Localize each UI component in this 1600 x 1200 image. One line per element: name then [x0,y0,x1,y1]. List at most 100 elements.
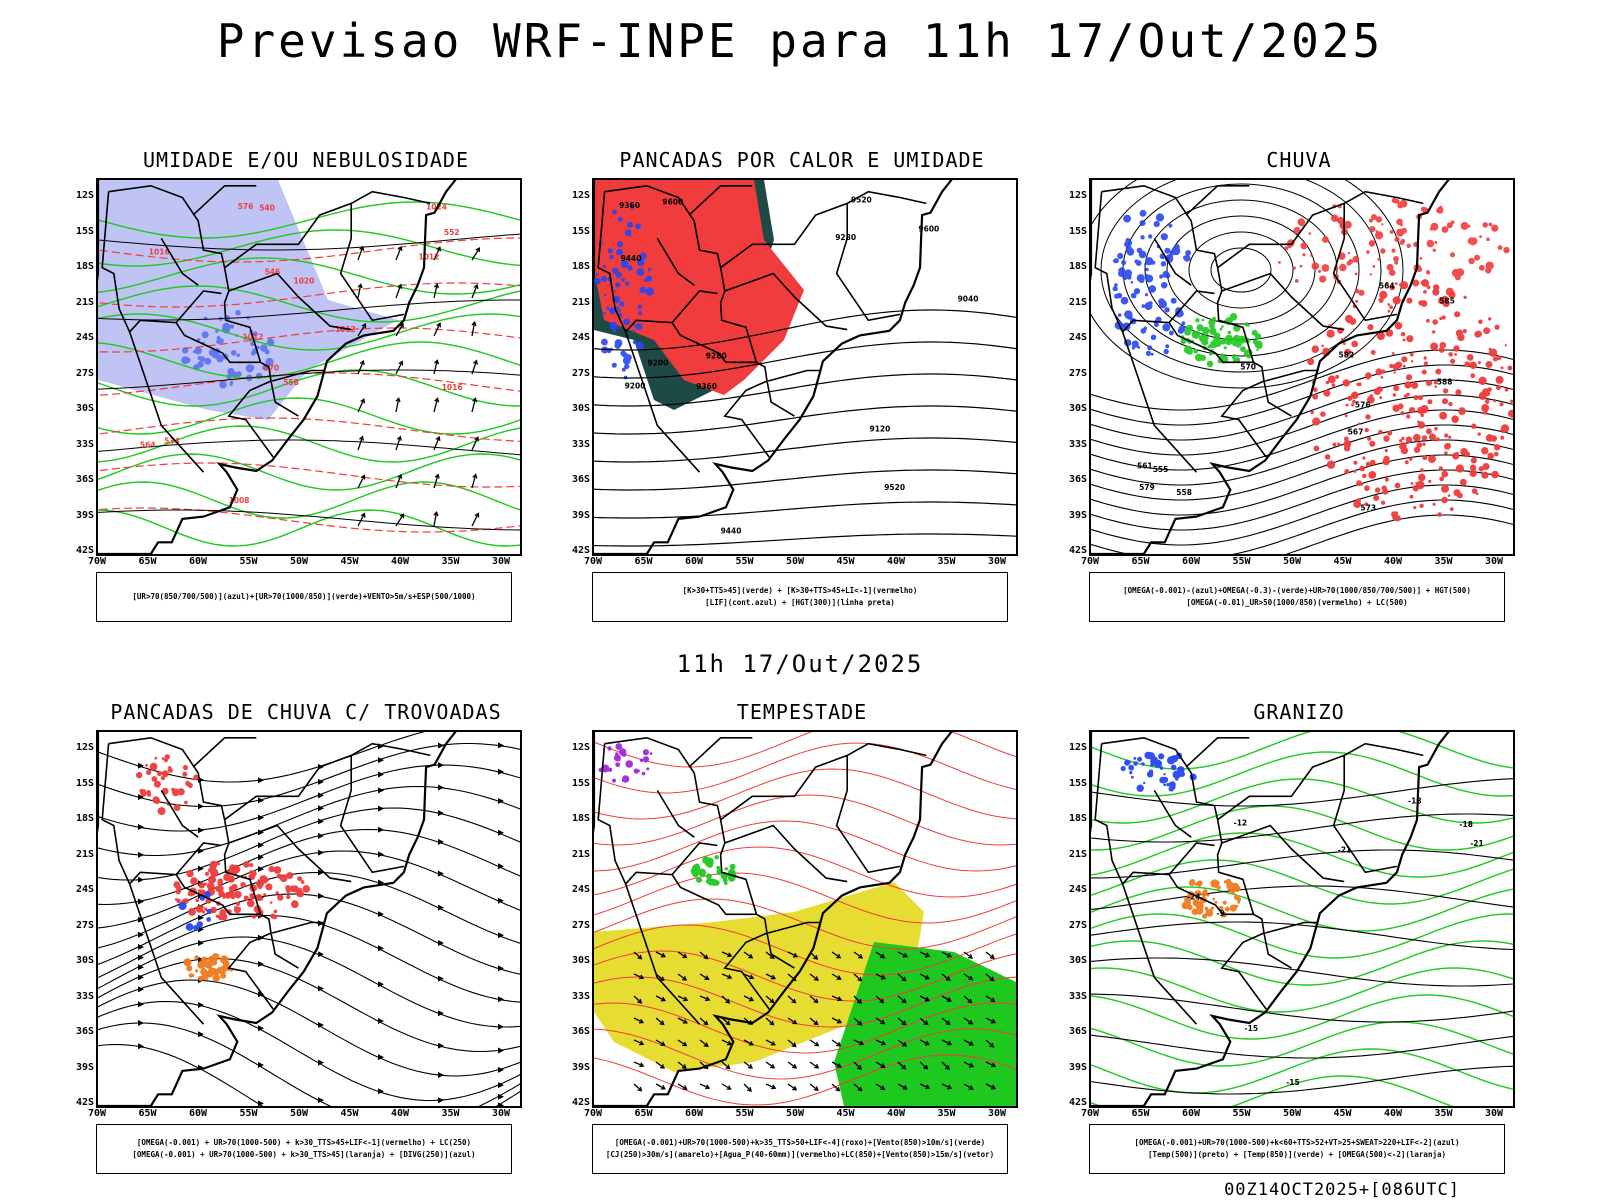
lat-tick-label: 24S [571,884,590,895]
hail-panel-legend: [OMEGA(-0.001)+UR>70(1000-500)+k<60+TTS>… [1089,1124,1505,1174]
legend-line: [LIF](cont.azul) + [HGT(300)](linha pret… [705,598,895,607]
political-borders [597,184,927,473]
lat-tick-label: 12S [75,742,94,753]
contour-labels: 588 585 582 579 576 573 570 567 564 561 558 555 [1137,282,1455,513]
lon-tick-label: 35W [441,556,460,567]
lat-tick-label: 36S [1068,1026,1087,1037]
contour-label: 1020 [294,277,315,286]
contour-label: 9040 [958,294,979,303]
lon-tick-label: 40W [1383,1108,1403,1119]
severe-green-patch [690,855,737,886]
lat-tick-label: 24S [1068,332,1087,343]
lat-tick-label: 33S [571,990,590,1002]
lon-tick-label: 70W [583,1108,603,1119]
contour-label: 9440 [621,254,642,263]
rain-panel-legend: [OMEGA(-0.001)-(azul)+OMEGA(-0.3)-(verde… [1089,572,1505,622]
contour-label: -18 [1408,796,1422,805]
contour-label: 534 [164,436,180,445]
lat-tick-label: 24S [75,332,94,343]
lon-tick-label: 55W [1232,556,1251,567]
lat-tick-label: 27S [571,367,590,379]
contour-label: 582 [1339,351,1355,360]
lifted-index-contours [594,205,654,380]
high-humidity-area [98,180,398,420]
lon-tick-label: 35W [1434,1108,1453,1119]
lat-tick-label: 18S [1068,813,1087,824]
lat-tick-label: 15S [571,777,590,789]
coastline [98,180,457,554]
lon-tick-label: 50W [785,1108,805,1119]
lat-tick-label: 18S [75,261,94,272]
lat-tick-label: 36S [75,474,94,485]
heat-showers-panel-title: PANCADAS POR CALOR E UMIDADE [619,148,985,172]
lat-tick-label: 30S [75,955,94,966]
contour-label: 9280 [835,233,856,242]
political-borders [597,736,927,1025]
lat-tick-label: 15S [1068,225,1087,237]
lon-tick-label: 65W [634,556,653,567]
contour-label: 1008 [229,496,250,505]
forecast-time-label: 11h 17/Out/2025 [676,650,924,678]
political-borders [1094,736,1424,1025]
contour-label: 576 [238,202,254,211]
contour-label: 579 [1139,483,1155,492]
rain-panel-map: 588 585 582 579 576 573 570 567 564 561 558 555 [1089,178,1515,556]
lon-tick-label: 40W [1383,556,1403,567]
lon-tick-label: 30W [987,556,1007,567]
hail-panel-map: -9 -12 -15 -15 -18 -18 -21 -21 -24 [1089,730,1515,1108]
lon-tick-label: 60W [188,556,208,567]
contour-label: 561 [1137,461,1153,470]
storm-panel-title: TEMPESTADE [736,700,868,724]
contour-label: -12 [1234,819,1248,828]
contour-label: 1016 [442,383,463,392]
lat-tick-label: 12S [571,190,590,201]
lat-tick-label: 30S [75,403,94,414]
lon-tick-label: 30W [491,556,511,567]
lat-tick-label: 12S [1068,190,1087,201]
lat-tick-label: 21S [571,848,590,860]
lat-tick-label: 27S [75,367,94,379]
contour-label: 555 [1153,465,1169,474]
lat-tick-label: 30S [1068,403,1087,414]
contour-label: 546 [265,268,281,277]
legend-line: [OMEGA(-0.001) + UR>70(1000-500) + k>30_… [136,1138,472,1147]
political-borders [101,184,431,473]
lon-tick-label: 45W [1333,1108,1352,1119]
lat-tick-label: 18S [75,813,94,824]
lon-tick-label: 45W [340,556,359,567]
lon-tick-label: 55W [735,1108,754,1119]
heat-showers-panel-map: 9600 9600 9520 9520 9440 9440 9360 9360 9280 9280… [592,178,1018,556]
legend-line: [OMEGA(-0.001)-(azul)+OMEGA(-0.3)-(verde… [1123,586,1471,595]
contour-label: 564 [1379,282,1395,291]
legend-line: [K>30+TTS>45](verde) + [K>30+TTS>45+LI<-… [682,586,918,595]
contour-label: -24 [1187,893,1201,902]
lon-tick-label: 50W [289,1108,309,1119]
contour-label: 9200 [625,381,646,390]
thunderstorm-red-north [136,754,200,816]
contour-label: -9 [1217,909,1225,918]
lon-tick-label: 65W [1131,1108,1150,1119]
lat-tick-label: 36S [571,1026,590,1037]
contour-label: -15 [1286,1078,1300,1087]
wind-vectors-850 [633,951,997,1092]
lat-tick-label: 18S [1068,261,1087,272]
contour-label: 564 [140,441,156,450]
contour-label: 9600 [918,224,939,233]
humidity-panel-title: UMIDADE E/OU NEBULOSIDADE [142,148,470,172]
lat-tick-label: 33S [1068,990,1087,1002]
thunderstorm-panel-legend: [OMEGA(-0.001) + UR>70(1000-500) + k>30_… [96,1124,512,1174]
lon-tick-label: 55W [239,556,258,567]
lat-tick-label: 15S [1068,777,1087,789]
contour-label: 9520 [851,196,872,205]
lon-tick-label: 45W [836,1108,855,1119]
lat-tick-label: 21S [571,296,590,308]
lat-tick-label: 12S [571,742,590,753]
lat-tick-label: 36S [75,1026,94,1037]
contour-labels: -9 -12 -15 -15 -18 -18 -21 -21 -24 [1187,796,1484,1087]
lon-tick-label: 60W [1181,556,1201,567]
lat-tick-label: 42S [571,545,590,556]
lat-tick-label: 42S [1068,545,1087,556]
legend-line: [OMEGA(-0.001)+UR>70(1000-500)+k<60+TTS>… [1134,1138,1460,1147]
lat-tick-label: 24S [75,884,94,895]
legend-line: [OMEGA(-0.001)+UR>70(1000-500)+k>35_TTS>… [614,1138,986,1147]
